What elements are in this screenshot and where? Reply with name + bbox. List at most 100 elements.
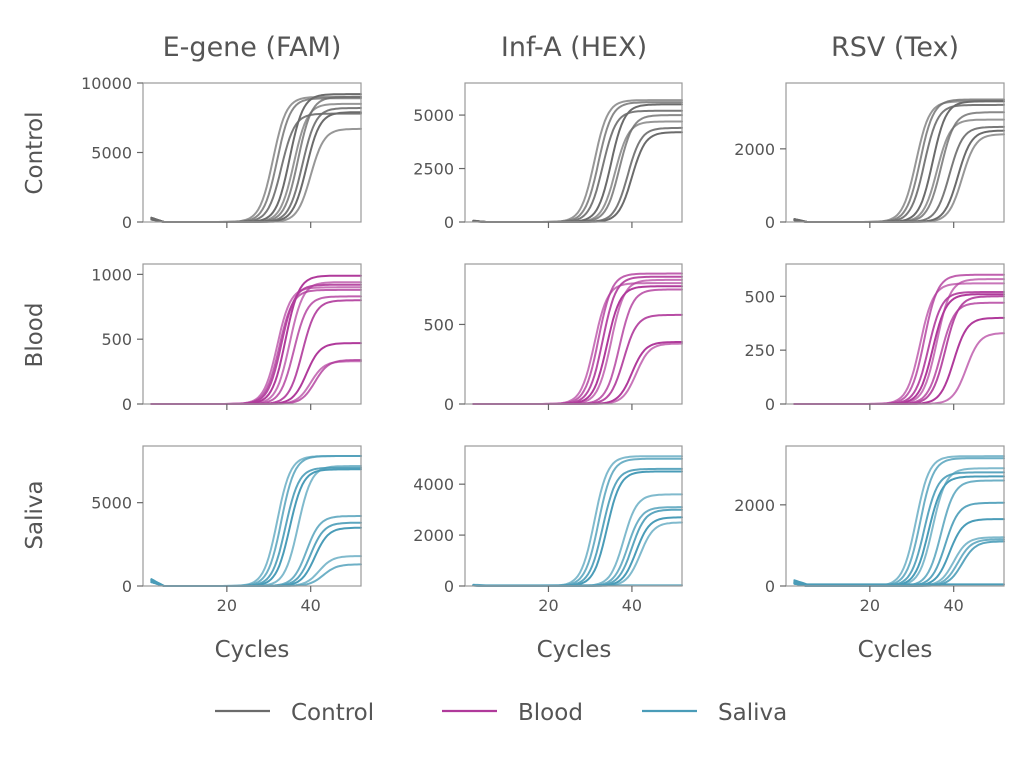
row-labels: Control Blood Saliva xyxy=(22,111,48,549)
panel-saliva-infa-curve-2 xyxy=(472,457,683,587)
panel-saliva-egene: 20 40 0 5000 xyxy=(91,445,362,615)
x-axis-label-col1: Cycles xyxy=(215,637,290,663)
panel-blood-egene-curve-2 xyxy=(150,288,362,405)
panel-control-infa-ytick-label-0: 0 xyxy=(444,213,454,232)
column-title-rsv: RSV (Tex) xyxy=(831,32,959,63)
panel-blood-rsv-curve-1 xyxy=(793,282,1005,405)
panel-saliva-infa-curve-3 xyxy=(472,467,683,587)
panel-saliva-infa-xtick-label-20: 20 xyxy=(538,596,558,615)
panel-control-rsv-frame xyxy=(785,82,1005,223)
panel-saliva-egene-curve-2 xyxy=(150,455,362,587)
panel-blood-infa-curve-7 xyxy=(472,313,683,405)
panel-saliva-rsv-xtick-label-20: 20 xyxy=(860,596,880,615)
legend-label-control: Control xyxy=(291,700,374,726)
panel-blood-rsv-curve-4 xyxy=(793,293,1005,405)
panel-saliva-infa: 20 40 0 2000 4000 xyxy=(413,445,683,615)
legend-label-blood: Blood xyxy=(518,700,583,726)
x-axis-label-col3: Cycles xyxy=(858,637,933,663)
panel-saliva-infa-xtick-label-40: 40 xyxy=(622,596,642,615)
panel-control-infa-frame xyxy=(464,82,683,223)
panel-blood-infa-frame xyxy=(464,263,683,405)
panel-control-infa: 0 2500 5000 xyxy=(413,82,683,232)
panel-saliva-rsv-ytick-label-0: 0 xyxy=(765,577,775,596)
panel-saliva-infa-ytick-label-2000: 2000 xyxy=(413,526,454,545)
panel-blood-egene-curve-8 xyxy=(150,342,362,405)
panel-control-rsv: 0 2000 xyxy=(734,82,1005,232)
panels: 0500010000025005000020000500100005000250… xyxy=(81,74,1005,615)
panel-saliva-rsv-curve-4 xyxy=(793,475,1005,587)
panel-saliva-egene-curve-8 xyxy=(150,526,362,587)
panel-saliva-egene-ytick-label-0: 0 xyxy=(122,577,132,596)
panel-saliva-infa-curves xyxy=(472,455,683,587)
panel-blood-egene-curve-6 xyxy=(150,295,362,405)
panel-blood-rsv-curve-9 xyxy=(793,332,1005,405)
panel-control-egene-curve-2 xyxy=(150,97,362,223)
panel-control-rsv-ytick-label-2000: 2000 xyxy=(734,140,775,159)
panel-control-egene-ytick-label-5000: 5000 xyxy=(91,144,132,163)
panel-control-rsv-curve-2 xyxy=(793,98,1005,223)
panel-saliva-rsv-curve-5 xyxy=(793,467,1005,587)
panel-control-infa-curve-1 xyxy=(472,99,683,223)
panel-blood-rsv: 0 250 500 xyxy=(744,263,1005,414)
panel-blood-egene-ytick-label-1000: 1000 xyxy=(91,265,132,284)
column-titles: E-gene (FAM) Inf-A (HEX) RSV (Tex) xyxy=(163,32,959,63)
panel-control-egene-ytick-label-10000: 10000 xyxy=(81,74,132,93)
panel-control-infa-curve-3 xyxy=(472,109,683,223)
legend-label-saliva: Saliva xyxy=(718,700,787,726)
panel-saliva-rsv-curve-6 xyxy=(793,479,1005,587)
panel-saliva-egene-xtick-label-20: 20 xyxy=(217,596,237,615)
row-label-saliva: Saliva xyxy=(22,480,48,549)
panel-saliva-infa-curve-1 xyxy=(472,455,683,587)
panel-saliva-egene-curve-4 xyxy=(150,468,362,587)
panel-control-infa-curve-7 xyxy=(472,126,683,223)
panel-blood-infa: 0 500 xyxy=(423,263,683,414)
panel-saliva-infa-curve-4 xyxy=(472,470,683,587)
panel-control-rsv-curve-8 xyxy=(793,129,1005,223)
panel-saliva-egene-curves xyxy=(150,455,362,587)
panel-blood-egene-curve-9 xyxy=(150,360,362,405)
panel-saliva-rsv-xtick-label-40: 40 xyxy=(944,596,964,615)
panel-blood-rsv-ytick-label-0: 0 xyxy=(765,395,775,414)
panel-saliva-rsv-frame xyxy=(785,445,1005,587)
panel-blood-infa-curve-2 xyxy=(472,272,683,405)
panel-blood-infa-curve-6 xyxy=(472,288,683,405)
panel-blood-infa-curve-5 xyxy=(472,278,683,405)
panel-blood-infa-curve-1 xyxy=(472,282,683,405)
panel-saliva-rsv: 20 40 0 2000 xyxy=(734,445,1005,615)
panel-blood-egene-curve-7 xyxy=(150,299,362,405)
panel-blood-egene-curve-4 xyxy=(150,274,362,405)
panel-saliva-infa-ytick-label-0: 0 xyxy=(444,577,454,596)
panel-control-infa-curve-2 xyxy=(472,101,683,223)
panel-control-egene: 0 5000 10000 xyxy=(81,74,362,232)
panel-control-infa-curve-8 xyxy=(472,131,683,223)
panel-saliva-egene-ytick-label-5000: 5000 xyxy=(91,494,132,513)
column-title-infa: Inf-A (HEX) xyxy=(501,32,647,63)
row-label-control: Control xyxy=(22,111,48,194)
row-label-blood: Blood xyxy=(22,303,48,368)
panel-control-egene-curve-5 xyxy=(150,102,362,223)
panel-saliva-rsv-ytick-label-2000: 2000 xyxy=(734,496,775,515)
panel-blood-rsv-curve-7 xyxy=(793,295,1005,405)
panel-control-rsv-curve-3 xyxy=(793,103,1005,223)
panel-control-infa-curves xyxy=(472,99,683,223)
panel-saliva-egene-xtick-label-40: 40 xyxy=(301,596,321,615)
panel-blood-egene-curves xyxy=(150,274,362,405)
legend: Control Blood Saliva xyxy=(215,700,787,726)
panel-blood-rsv-curve-3 xyxy=(793,291,1005,405)
panel-control-egene-curve-3 xyxy=(150,112,362,223)
panel-blood-egene-curve-5 xyxy=(150,281,362,405)
panel-saliva-infa-curve-5 xyxy=(472,493,683,587)
panel-control-rsv-curve-5 xyxy=(793,118,1005,223)
panel-saliva-rsv-curve-3 xyxy=(793,471,1005,587)
column-title-egene: E-gene (FAM) xyxy=(163,32,342,63)
panel-blood-egene-frame xyxy=(142,263,362,405)
panel-saliva-infa-frame xyxy=(464,445,683,587)
panel-control-egene-curves xyxy=(150,93,362,223)
panel-saliva-egene-curve-7 xyxy=(150,521,362,587)
panel-blood-rsv-curves xyxy=(793,273,1005,405)
panel-saliva-egene-curve-1 xyxy=(150,455,362,587)
panel-control-infa-ytick-label-2500: 2500 xyxy=(413,160,454,179)
panel-blood-egene-ytick-label-0: 0 xyxy=(122,395,132,414)
panel-saliva-infa-curve-6 xyxy=(472,506,683,587)
panel-saliva-rsv-curve-10 xyxy=(793,538,1005,587)
